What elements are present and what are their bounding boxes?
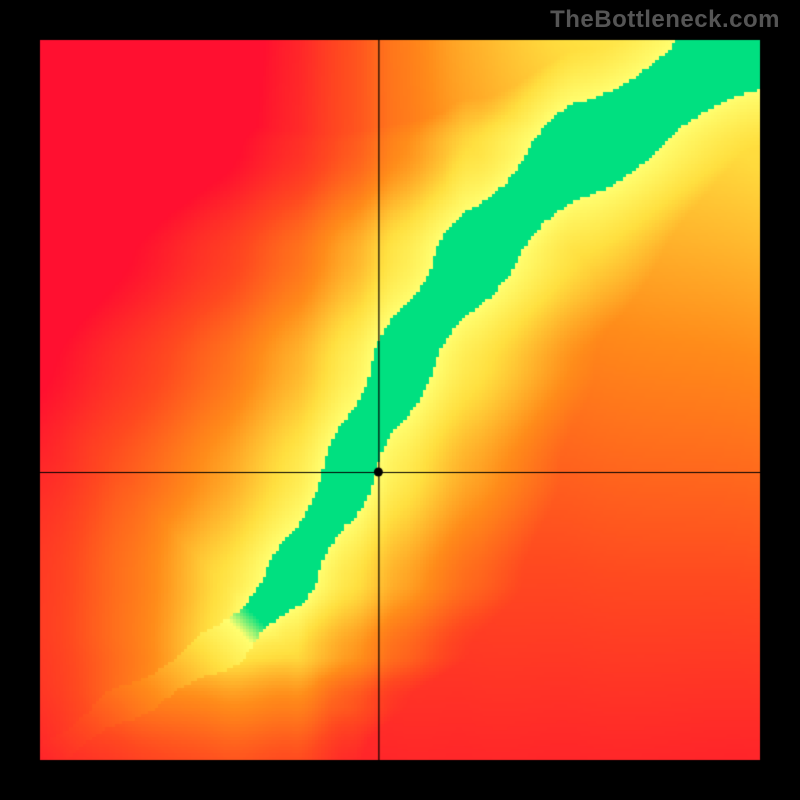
watermark-text: TheBottleneck.com	[550, 6, 780, 34]
bottleneck-heatmap	[0, 0, 800, 800]
